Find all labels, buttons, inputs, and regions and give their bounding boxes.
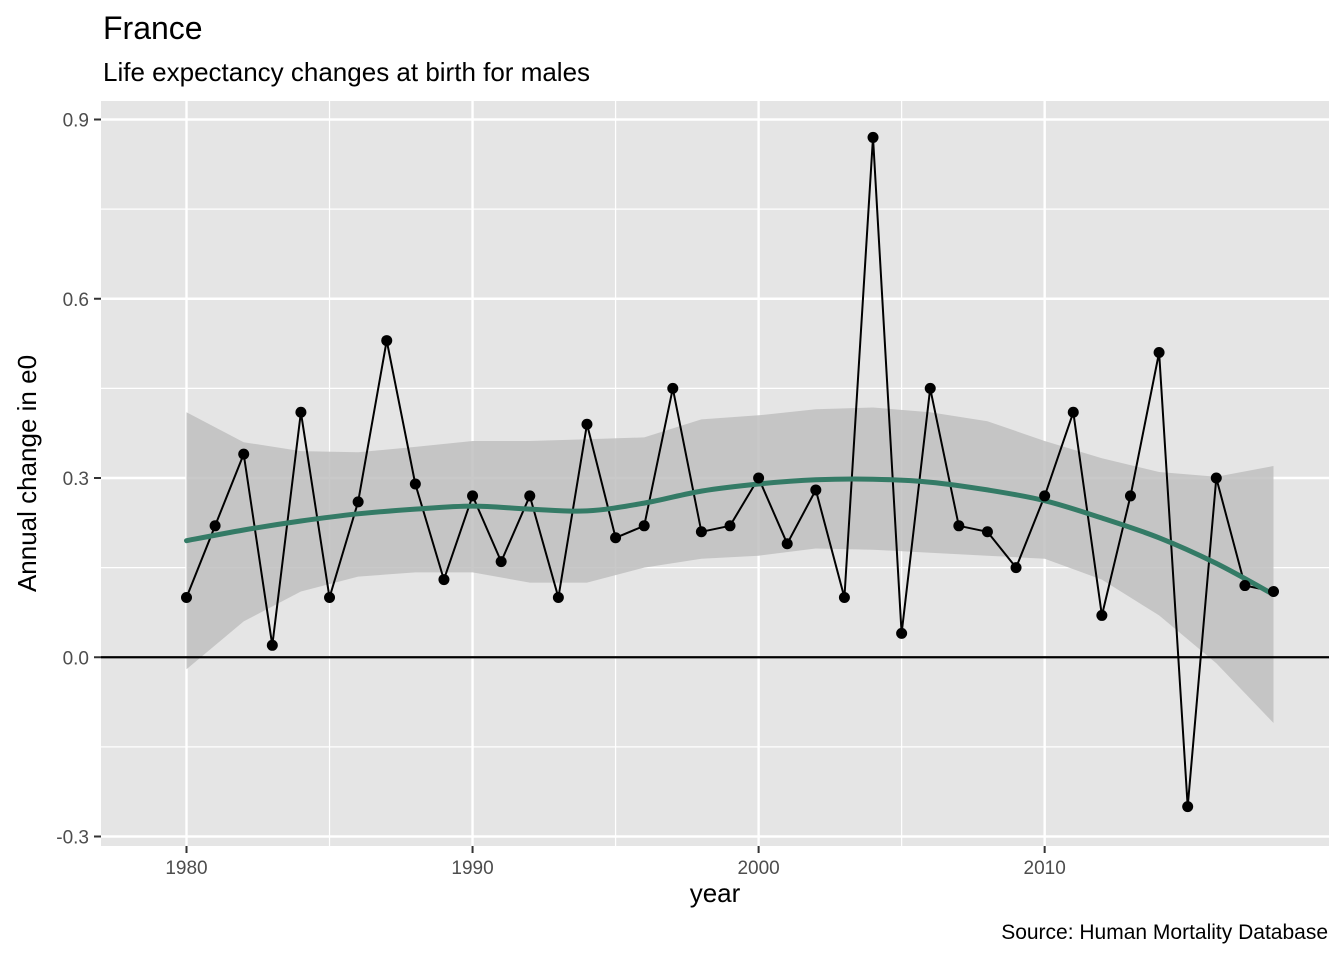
data-point [1039,490,1051,502]
data-point [438,574,450,586]
y-axis-title: Annual change in e0 [12,355,42,592]
data-point [724,520,736,532]
data-point [324,592,336,603]
data-point [295,406,307,418]
data-point [867,131,879,143]
data-point [667,382,679,394]
data-point [1096,609,1108,621]
y-tick-label: 0.0 [63,648,89,669]
data-point [209,520,221,532]
data-points [181,131,1279,813]
data-point [467,490,479,502]
source-caption: Source: Human Mortality Database [1001,921,1328,944]
data-point [981,526,993,538]
data-point [524,490,536,502]
data-point [810,484,822,496]
data-point [924,382,936,394]
data-point [753,472,765,484]
y-tick-label: 0.9 [63,111,89,132]
y-axis: -0.3 0.0 0.3 0.6 0.9 [56,111,101,849]
y-tick-label: 0.6 [63,290,89,311]
data-point [1239,580,1251,592]
data-point [1124,490,1136,502]
data-point [1010,562,1022,574]
data-point [781,538,793,550]
x-tick-label: 2010 [1024,858,1066,879]
data-point [695,526,707,538]
chart-title: France [103,10,203,46]
data-point [1182,801,1194,813]
data-point [1067,406,1079,418]
data-point [1210,472,1222,484]
y-tick-label: -0.3 [56,828,89,849]
data-point [495,556,507,568]
data-point [1153,347,1165,359]
x-tick-label: 1990 [451,858,493,879]
data-point [266,639,278,651]
data-point [896,627,908,639]
data-point [838,592,850,603]
data-point [352,496,364,508]
x-tick-label: 1980 [165,858,207,879]
data-point [381,335,393,347]
data-point [238,448,250,460]
x-tick-label: 2000 [737,858,779,879]
data-point [552,592,564,603]
y-tick-label: 0.3 [63,469,89,490]
data-point [581,418,593,430]
smooth-trend-line [184,476,1276,597]
x-axis: 1980 1990 2000 2010 [165,846,1066,879]
chart-subtitle: Life expectancy changes at birth for mal… [103,57,591,87]
data-point [953,520,965,532]
x-axis-title: year [690,878,741,908]
data-point [1268,586,1279,598]
data-point [610,532,622,544]
data-point [638,520,650,532]
data-point [181,592,192,603]
confidence-band [186,407,1274,723]
data-point [409,478,421,490]
